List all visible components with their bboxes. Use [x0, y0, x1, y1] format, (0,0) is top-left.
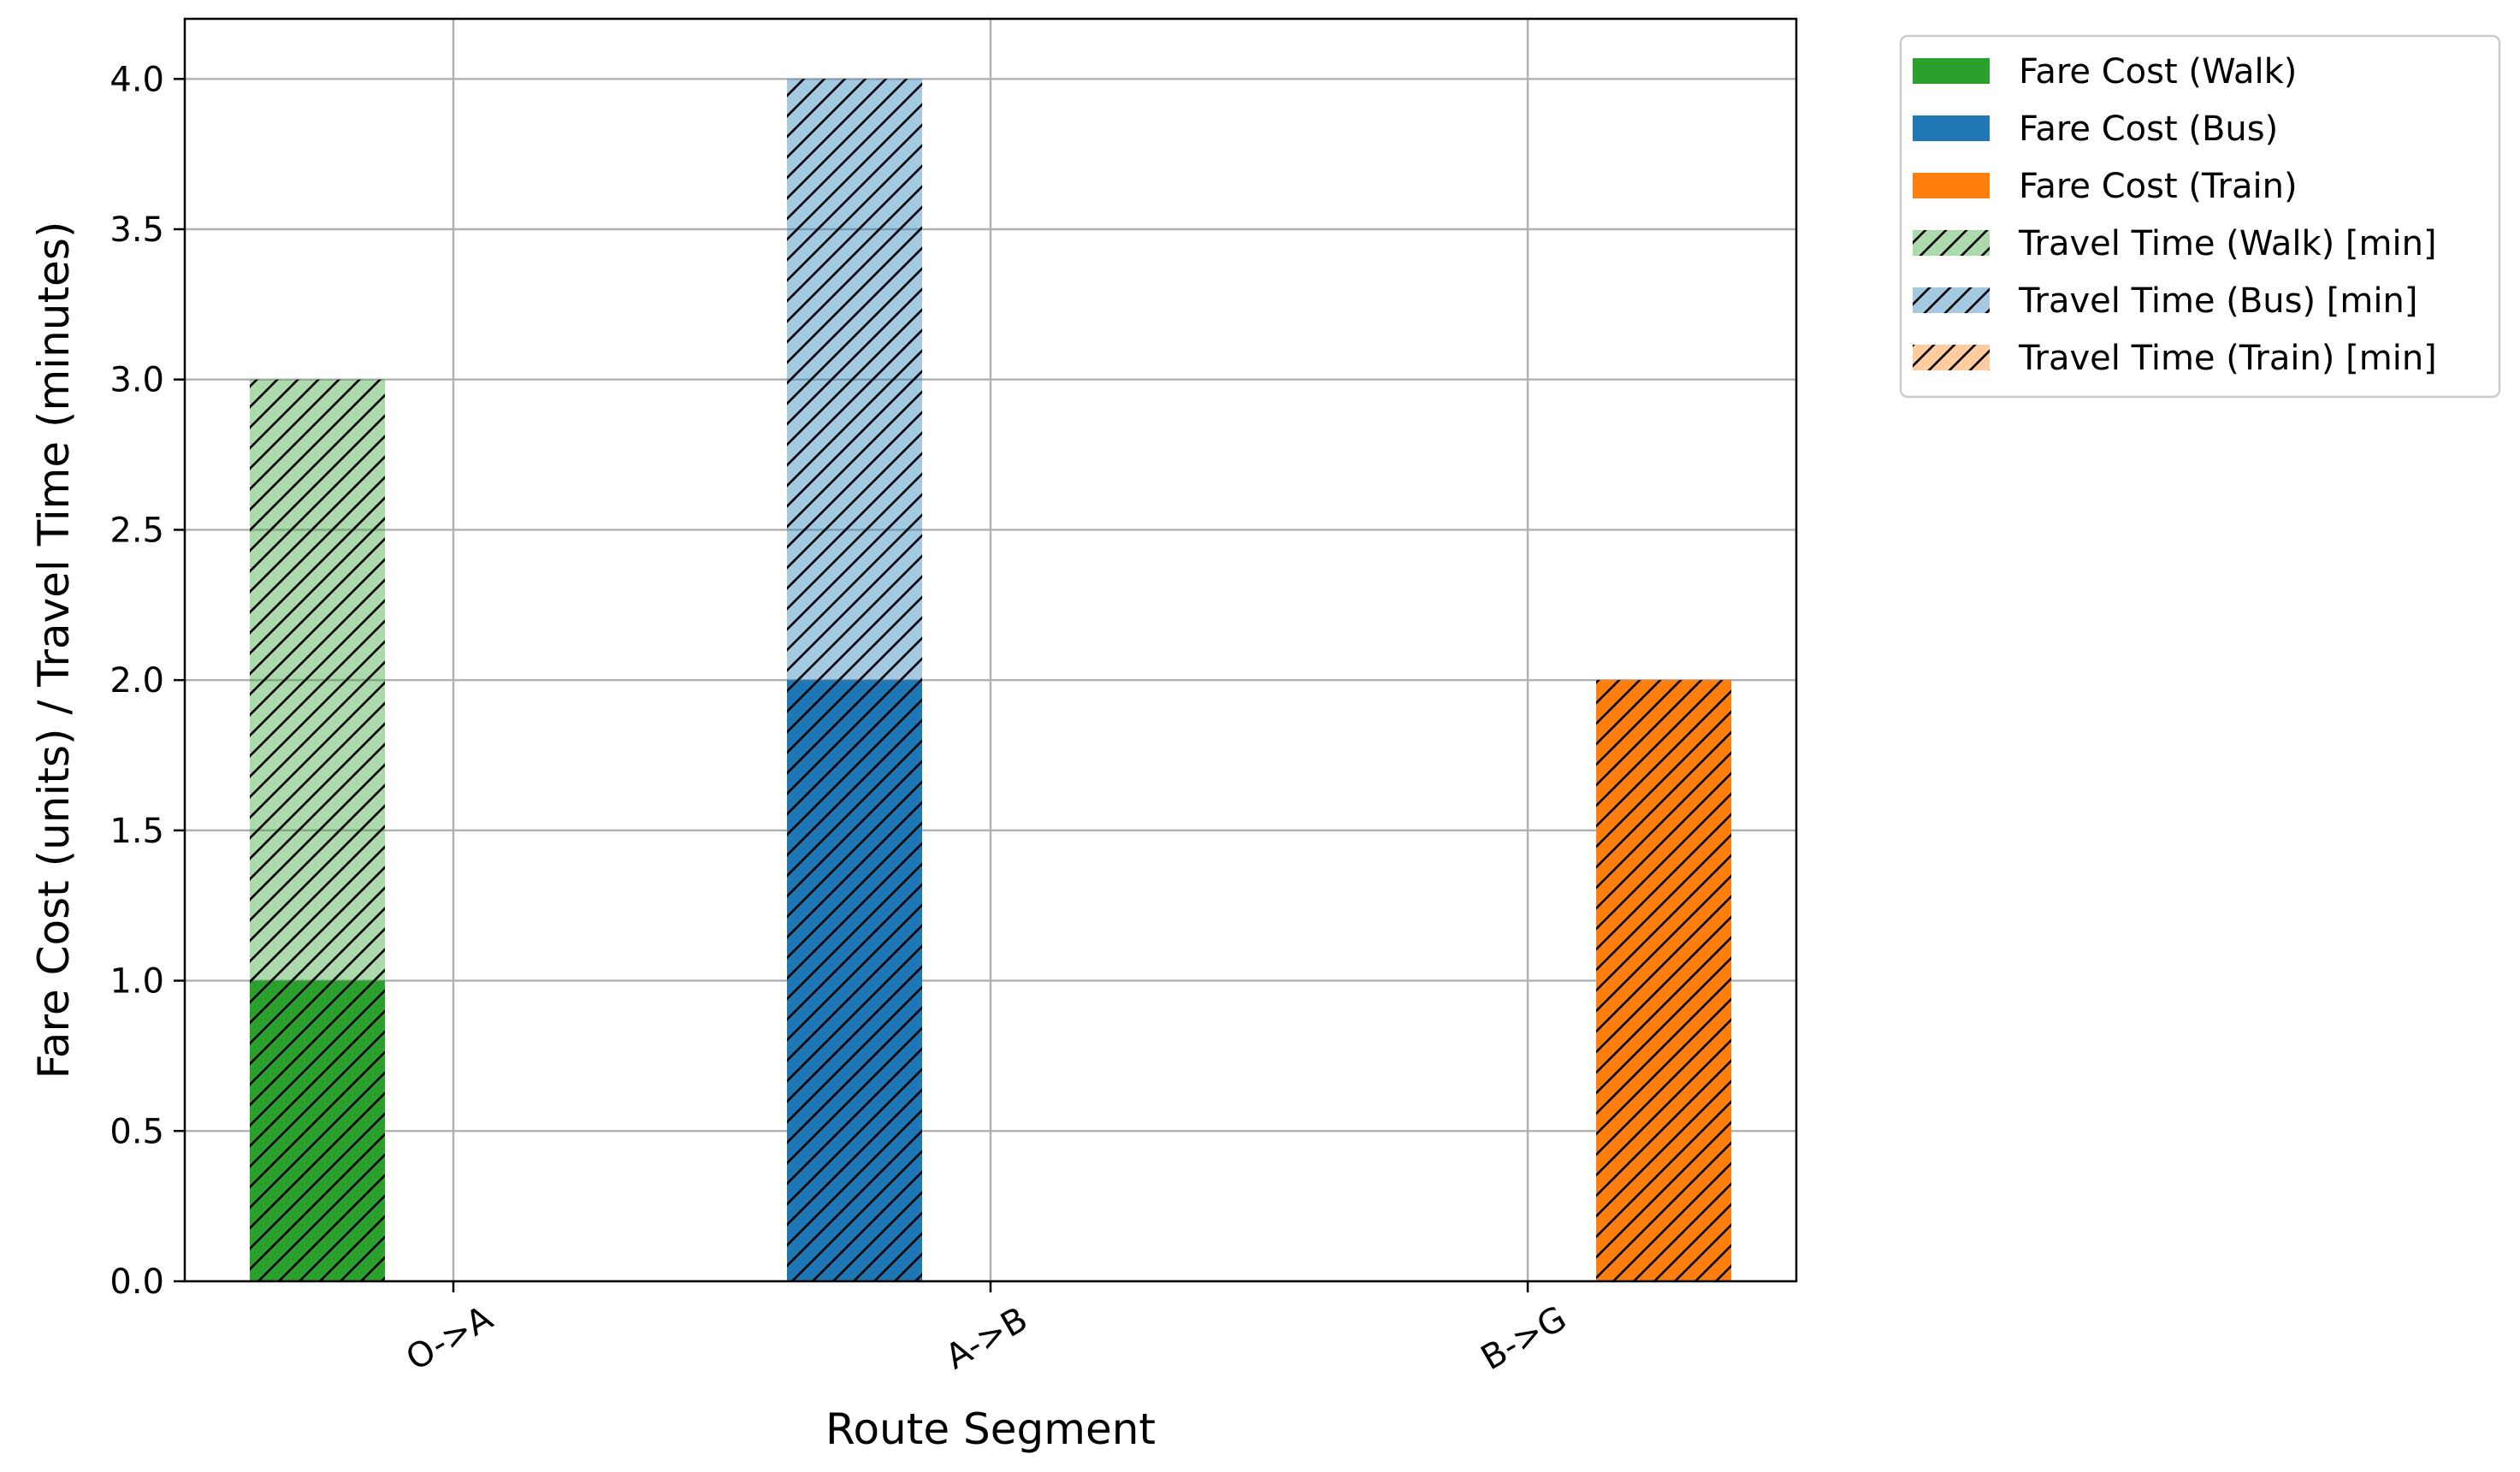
y-tick-label: 3.5 [109, 210, 164, 250]
y-tick-label: 4.0 [109, 60, 164, 99]
bar-hatching [250, 79, 1731, 1281]
bar-hatch [787, 680, 922, 1281]
legend-swatch-hatch [1913, 230, 1990, 256]
x-grid-lines [452, 19, 1529, 1281]
y-tick-label: 1.5 [109, 812, 164, 851]
legend-swatch [1913, 58, 1990, 84]
y-tick-label: 2.5 [109, 511, 164, 550]
y-tick-label: 3.0 [109, 361, 164, 400]
legend-label: Fare Cost (Bus) [2019, 109, 2278, 149]
legend-swatch-hatch [1913, 345, 1990, 370]
x-tick-label: O->A [399, 1298, 500, 1379]
y-tick-label: 2.0 [109, 661, 164, 701]
legend-swatch [1913, 115, 1990, 141]
legend-label: Fare Cost (Train) [2019, 167, 2298, 206]
legend-swatch-hatch [1913, 287, 1990, 313]
bar-hatch [1596, 680, 1731, 1281]
bar-hatch [250, 379, 385, 981]
y-axis: 0.0 0.5 1.0 1.5 2.0 2.5 3.0 3.5 4.0 [109, 60, 185, 1302]
x-axis: O->A A->B B->G [399, 1281, 1573, 1379]
legend-label: Travel Time (Walk) [min] [2018, 224, 2437, 263]
legend-label: Fare Cost (Walk) [2019, 52, 2297, 92]
bar-hatch [787, 79, 922, 681]
y-tick-label: 0.0 [109, 1262, 164, 1302]
y-tick-label: 1.0 [109, 962, 164, 1002]
legend-swatch [1913, 173, 1990, 198]
legend-frame [1899, 34, 2501, 399]
x-tick-label: B->G [1475, 1298, 1573, 1378]
x-tick-label: A->B [939, 1299, 1034, 1377]
x-axis-title: Route Segment [825, 1404, 1156, 1454]
legend-label: Travel Time (Train) [min] [2018, 339, 2437, 378]
y-tick-label: 0.5 [109, 1112, 164, 1151]
bar-hatch [250, 980, 385, 1281]
legend: Fare Cost (Walk) Fare Cost (Bus) Fare Cost… [1899, 34, 2501, 399]
legend-label: Travel Time (Bus) [min] [2018, 281, 2417, 321]
y-axis-title: Fare Cost (units) / Travel Time (minutes… [29, 222, 79, 1079]
